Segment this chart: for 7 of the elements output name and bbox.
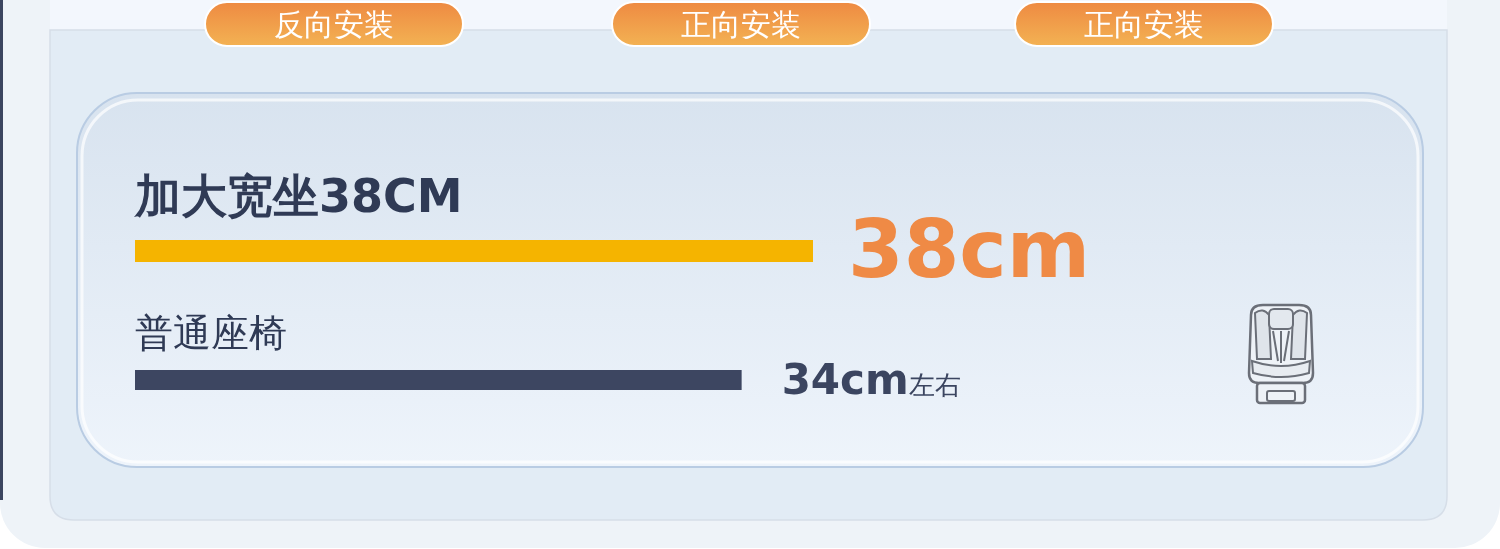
text: 正向安装 [1084, 7, 1204, 42]
data-label: 34cm左右 [781, 354, 961, 404]
text: 反向安装 [274, 7, 394, 42]
data-label: 38cm [848, 203, 1091, 297]
y-tick-label: 普通座椅 [135, 311, 287, 355]
y-tick-label: 加大宽坐38CM [133, 169, 463, 223]
text: 正向安装 [681, 7, 801, 42]
